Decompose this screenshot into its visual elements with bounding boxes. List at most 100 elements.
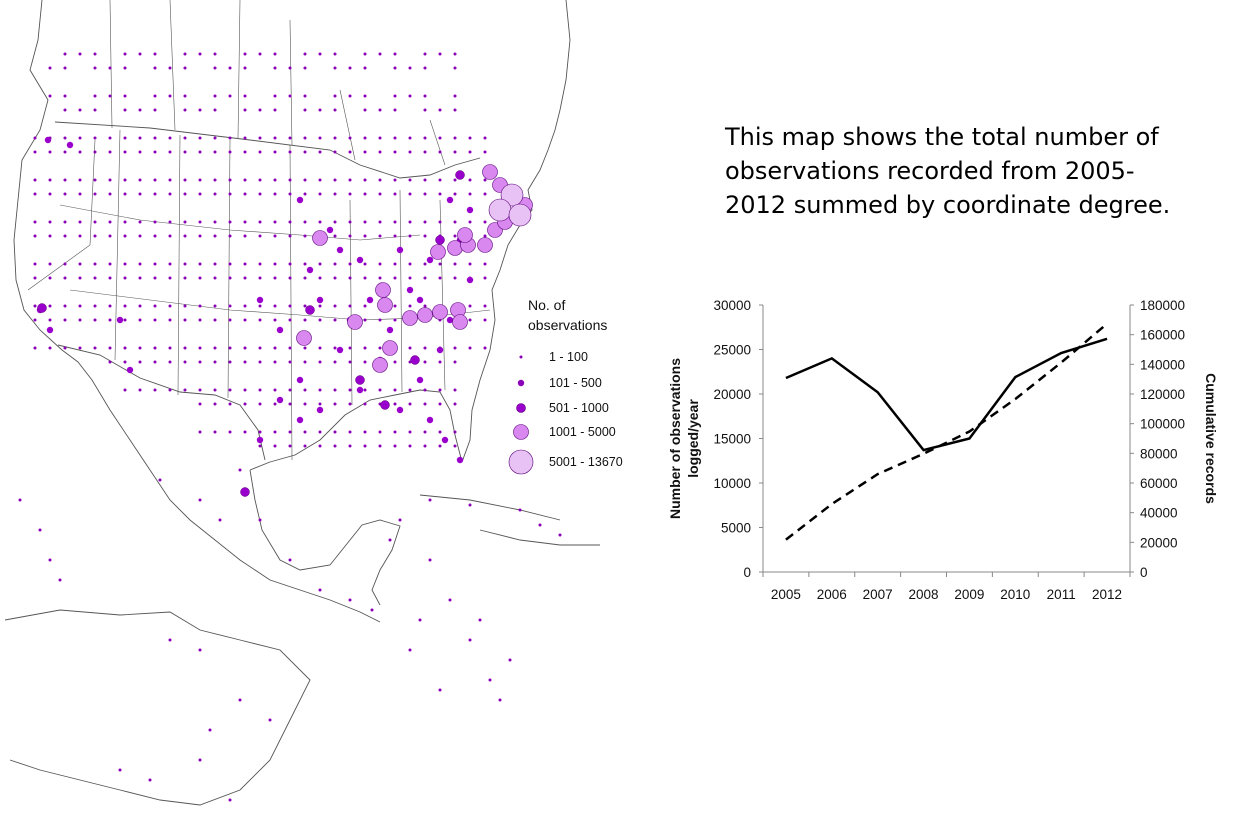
symbol-1-100 xyxy=(393,304,397,308)
symbol-1-100 xyxy=(198,318,202,322)
legend-label: 1001 - 5000 xyxy=(549,425,616,439)
symbol-1-100 xyxy=(453,444,457,448)
symbol-1-100 xyxy=(348,234,352,238)
symbol-1-100 xyxy=(363,318,367,322)
symbol-101-500 xyxy=(416,296,424,304)
symbol-1-100 xyxy=(408,150,412,154)
symbol-1-100 xyxy=(78,304,82,308)
symbol-1-100 xyxy=(448,598,452,602)
symbol-1-100 xyxy=(393,318,397,322)
y2-tick-label: 120000 xyxy=(1140,387,1185,402)
y2-tick-label: 20000 xyxy=(1140,535,1178,550)
symbol-101-500 xyxy=(296,196,304,204)
symbol-1-100 xyxy=(408,444,412,448)
symbol-1-100 xyxy=(363,444,367,448)
symbol-1-100 xyxy=(243,52,247,56)
symbol-1-100 xyxy=(123,318,127,322)
symbol-1-100 xyxy=(138,304,142,308)
symbol-1-100 xyxy=(423,234,427,238)
symbol-1-100 xyxy=(138,220,142,224)
symbol-1-100 xyxy=(123,178,127,182)
symbol-1-100 xyxy=(213,430,217,434)
symbol-5001-13670 xyxy=(508,203,532,227)
symbol-1-100 xyxy=(183,346,187,350)
symbol-1-100 xyxy=(348,388,352,392)
symbol-1-100 xyxy=(303,52,307,56)
symbol-1-100 xyxy=(438,136,442,140)
symbol-1-100 xyxy=(198,430,202,434)
symbol-1-100 xyxy=(438,220,442,224)
symbol-1-100 xyxy=(438,360,442,364)
symbol-1-100 xyxy=(273,234,277,238)
symbol-101-500 xyxy=(276,326,284,334)
symbol-1-100 xyxy=(288,94,292,98)
symbol-1-100 xyxy=(483,346,487,350)
symbol-1-100 xyxy=(108,220,112,224)
symbol-1-100 xyxy=(363,94,367,98)
symbol-1-100 xyxy=(63,220,67,224)
symbol-101-500 xyxy=(356,256,364,264)
legend-symbols: 1 - 100 101 - 500 501 - 1000 1001 - 5000 500… xyxy=(508,350,623,475)
symbol-1-100 xyxy=(213,108,217,112)
symbol-1-100 xyxy=(318,388,322,392)
symbol-1-100 xyxy=(318,430,322,434)
symbol-1001-5000 xyxy=(482,164,498,180)
symbol-1-100 xyxy=(93,304,97,308)
symbol-1-100 xyxy=(258,52,262,56)
symbol-1-100 xyxy=(318,346,322,350)
symbol-1-100 xyxy=(48,66,52,70)
symbol-1-100 xyxy=(243,388,247,392)
symbol-101-500 xyxy=(406,286,414,294)
symbol-1-100 xyxy=(348,66,352,70)
symbol-1-100 xyxy=(153,304,157,308)
y-tick-label: 15000 xyxy=(713,432,751,447)
symbol-1-100 xyxy=(228,66,232,70)
symbol-1-100 xyxy=(333,108,337,112)
symbol-1-100 xyxy=(408,648,412,652)
symbol-1-100 xyxy=(318,150,322,154)
symbol-1-100 xyxy=(63,234,67,238)
symbol-1-100 xyxy=(423,220,427,224)
symbol-1-100 xyxy=(213,262,217,266)
symbol-1-100 xyxy=(453,220,457,224)
symbol-1-100 xyxy=(303,318,307,322)
y-axis-title: Number of observations logged/year xyxy=(667,358,701,519)
symbol-501-1000 xyxy=(305,305,315,315)
symbol-1-100 xyxy=(238,698,242,702)
symbol-1-100 xyxy=(78,346,82,350)
symbol-1-100 xyxy=(93,108,97,112)
symbol-101-500 xyxy=(336,246,344,254)
symbol-1-100 xyxy=(183,192,187,196)
symbol-1-100 xyxy=(288,192,292,196)
symbol-1-100 xyxy=(33,136,37,140)
symbol-1-100 xyxy=(408,66,412,70)
series-line-cumulative xyxy=(785,322,1108,541)
symbol-1-100 xyxy=(48,150,52,154)
symbol-1-100 xyxy=(228,234,232,238)
symbol-1-100 xyxy=(243,234,247,238)
symbol-1-100 xyxy=(318,108,322,112)
symbol-1-100 xyxy=(228,178,232,182)
symbol-1001-5000 xyxy=(430,244,446,260)
symbol-1-100 xyxy=(48,304,52,308)
symbol-1-100 xyxy=(213,346,217,350)
symbol-1-100 xyxy=(483,178,487,182)
symbol-1-100 xyxy=(363,388,367,392)
symbol-1-100 xyxy=(228,430,232,434)
symbol-1-100 xyxy=(183,318,187,322)
symbol-1-100 xyxy=(438,402,442,406)
symbol-1-100 xyxy=(273,304,277,308)
symbol-1-100 xyxy=(198,178,202,182)
symbol-5001-13670 xyxy=(488,198,512,222)
symbol-1-100 xyxy=(138,262,142,266)
y2-tick-label: 40000 xyxy=(1140,506,1178,521)
symbol-101-500 xyxy=(436,346,444,354)
symbol-1-100 xyxy=(348,360,352,364)
symbol-1-100 xyxy=(408,220,412,224)
symbol-1-100 xyxy=(423,360,427,364)
symbol-1-100 xyxy=(108,346,112,350)
symbol-1-100 xyxy=(303,150,307,154)
symbol-1-100 xyxy=(228,94,232,98)
symbol-1-100 xyxy=(333,388,337,392)
symbol-101-500 xyxy=(466,206,474,214)
